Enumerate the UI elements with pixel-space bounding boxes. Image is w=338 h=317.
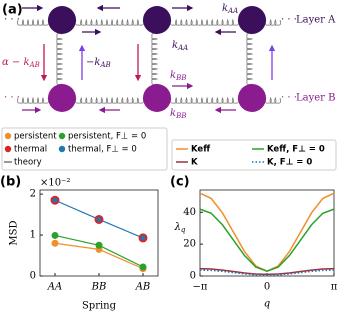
x-axis-label: q xyxy=(264,299,270,310)
spring xyxy=(56,33,64,85)
data-point xyxy=(52,197,58,203)
legend-marker xyxy=(4,145,12,153)
spring-label: α − kAB xyxy=(2,57,40,70)
base: k xyxy=(172,40,178,51)
base: k xyxy=(170,70,176,81)
x-tick-label: 0 xyxy=(264,282,270,293)
subscript: AA xyxy=(177,44,188,52)
y-axis-label: MSD xyxy=(9,220,20,245)
y-tick-label: 20 xyxy=(183,239,196,250)
ellipsis: · · · xyxy=(281,93,297,104)
base: k xyxy=(222,3,228,14)
panel-label: (a) xyxy=(2,3,23,18)
x-tick-label: AA xyxy=(47,282,62,293)
spring-label: −kAB xyxy=(86,57,111,70)
panel-label: (b) xyxy=(0,175,21,190)
data-point xyxy=(95,241,103,249)
spring xyxy=(246,33,254,85)
spring-label: kAA xyxy=(172,40,188,53)
plot-frame xyxy=(199,189,335,277)
node-a xyxy=(238,6,266,34)
legend-label: thermal, F⊥ = 0 xyxy=(68,145,137,155)
spring-label: kAA xyxy=(222,3,238,16)
base: −k xyxy=(86,57,100,68)
series-line xyxy=(199,267,335,276)
spring-label: kBB xyxy=(170,70,186,83)
x-tick-label: π xyxy=(331,282,338,293)
legend-marker xyxy=(58,145,66,153)
spring xyxy=(264,96,282,104)
spring-label: kBB xyxy=(170,108,186,121)
legend-label: persistent xyxy=(14,132,57,142)
ellipsis: · · · xyxy=(4,93,20,104)
subscript: AB xyxy=(99,61,110,69)
spring xyxy=(17,96,49,104)
subscript: AB xyxy=(29,61,40,69)
base: α − k xyxy=(2,57,30,68)
arrows xyxy=(22,4,276,114)
data-point xyxy=(51,239,59,247)
y-tick-label: 0 xyxy=(30,271,36,282)
data-point xyxy=(140,235,146,241)
spring xyxy=(75,96,144,104)
legend-label: Keff, F⊥ = 0 xyxy=(267,145,325,155)
node-b xyxy=(143,84,171,112)
data-point xyxy=(139,263,147,271)
subscript: BB xyxy=(175,74,186,82)
spring xyxy=(170,96,239,104)
legend-marker xyxy=(4,132,12,140)
legend-label: K, F⊥ = 0 xyxy=(267,158,312,168)
base: λ xyxy=(174,222,181,233)
y-axis-label: λq xyxy=(174,222,186,235)
legend-label: thermal xyxy=(14,145,47,155)
node-b xyxy=(48,84,76,112)
panel-label: (c) xyxy=(170,175,190,190)
legend-box xyxy=(171,139,337,171)
node-a xyxy=(48,6,76,34)
subscript: q xyxy=(181,226,186,234)
node-b xyxy=(238,84,266,112)
series-line xyxy=(199,208,335,273)
y-tick-label: 40 xyxy=(183,207,196,218)
legend-label: K xyxy=(191,158,198,168)
spring xyxy=(151,33,159,85)
layer-label: Layer A xyxy=(296,15,336,26)
series-line xyxy=(199,269,335,276)
y-tick-label: 2 xyxy=(30,189,36,200)
x-tick-label: BB xyxy=(91,282,107,293)
ellipsis: · · · xyxy=(281,15,297,26)
legend-label: Keff xyxy=(191,145,210,155)
subscript: BB xyxy=(175,112,186,120)
x-axis-label: Spring xyxy=(82,301,117,312)
axis-multiplier: ×10⁻² xyxy=(40,178,70,189)
data-point xyxy=(51,231,59,239)
spring xyxy=(17,18,49,26)
spring xyxy=(75,18,144,26)
panel-a: (a) · · · · · · · · · · · · Layer A Laye… xyxy=(2,3,336,114)
spring xyxy=(264,18,282,26)
series-line xyxy=(199,192,335,273)
x-tick-label: AB xyxy=(135,282,151,293)
node-a xyxy=(143,6,171,34)
ellipsis: · · · xyxy=(4,15,20,26)
legend-label: persistent, F⊥ = 0 xyxy=(68,132,146,142)
layer-label: Layer B xyxy=(296,93,335,104)
data-point xyxy=(96,216,102,222)
base: k xyxy=(170,108,176,119)
legend-label: theory xyxy=(14,158,42,168)
spring xyxy=(170,18,239,26)
legend-marker xyxy=(58,132,66,140)
x-tick-label: −π xyxy=(193,282,208,293)
subscript: AA xyxy=(227,7,238,15)
y-tick-label: 1 xyxy=(30,230,36,241)
legend-box xyxy=(1,127,168,171)
y-tick-label: 0 xyxy=(190,271,196,282)
